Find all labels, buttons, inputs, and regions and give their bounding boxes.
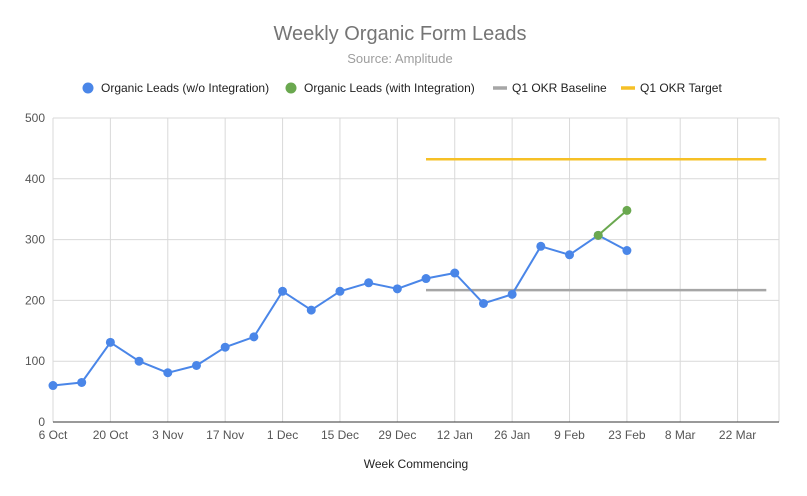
data-point xyxy=(536,241,546,251)
data-point xyxy=(77,377,87,387)
data-point xyxy=(622,246,632,256)
gridlines xyxy=(52,117,780,422)
data-point xyxy=(593,230,603,240)
legend-label: Q1 OKR Target xyxy=(640,81,722,95)
x-tick-label: 15 Dec xyxy=(321,428,359,442)
x-tick-label: 29 Dec xyxy=(378,428,416,442)
x-tick-label: 8 Mar xyxy=(665,428,696,442)
legend-label: Organic Leads (with Integration) xyxy=(304,81,475,95)
y-tick-label: 300 xyxy=(25,233,45,247)
x-tick-label: 1 Dec xyxy=(267,428,298,442)
x-axis-title: Week Commencing xyxy=(364,457,468,471)
y-tick-label: 400 xyxy=(25,172,45,186)
x-tick-label: 20 Oct xyxy=(93,428,129,442)
y-tick-label: 200 xyxy=(25,293,45,307)
series-layer xyxy=(48,158,767,391)
data-point xyxy=(306,305,316,315)
x-tick-label: 12 Jan xyxy=(437,428,473,442)
x-axis-ticks: 6 Oct 20 Oct 3 Nov 17 Nov 1 Dec 15 Dec 29 Dec 1… xyxy=(39,428,757,442)
data-point xyxy=(105,337,115,347)
data-point xyxy=(565,250,575,260)
x-tick-label: 26 Jan xyxy=(494,428,530,442)
chart-title: Weekly Organic Form Leads xyxy=(273,23,526,45)
data-point xyxy=(278,286,288,296)
chart-subtitle: Source: Amplitude xyxy=(347,51,453,66)
data-point xyxy=(335,286,345,296)
y-tick-label: 100 xyxy=(25,354,45,368)
x-tick-label: 22 Mar xyxy=(719,428,756,442)
series-line xyxy=(597,209,628,237)
data-point xyxy=(364,278,374,288)
data-point xyxy=(191,360,201,370)
x-tick-label: 23 Feb xyxy=(608,428,646,442)
y-axis-ticks: 0 100 200 300 400 500 xyxy=(25,111,45,429)
data-point xyxy=(134,356,144,366)
data-point xyxy=(392,284,402,294)
data-point xyxy=(220,342,230,352)
y-tick-label: 0 xyxy=(38,415,45,429)
data-point xyxy=(249,332,259,342)
data-point xyxy=(421,274,431,284)
x-tick-label: 6 Oct xyxy=(39,428,68,442)
data-point xyxy=(163,368,173,378)
legend-label: Organic Leads (w/o Integration) xyxy=(101,81,269,95)
legend: Organic Leads (w/o Integration) Organic L… xyxy=(82,81,722,95)
data-point xyxy=(622,205,632,215)
data-point xyxy=(48,381,58,391)
y-tick-label: 500 xyxy=(25,111,45,125)
x-tick-label: 3 Nov xyxy=(152,428,183,442)
data-point xyxy=(478,298,488,308)
legend-label: Q1 OKR Baseline xyxy=(512,81,607,95)
data-point xyxy=(450,268,460,278)
x-tick-label: 9 Feb xyxy=(554,428,585,442)
legend-marker-point xyxy=(285,82,297,94)
data-point xyxy=(507,289,517,299)
legend-marker-point xyxy=(82,82,94,94)
x-tick-label: 17 Nov xyxy=(206,428,244,442)
